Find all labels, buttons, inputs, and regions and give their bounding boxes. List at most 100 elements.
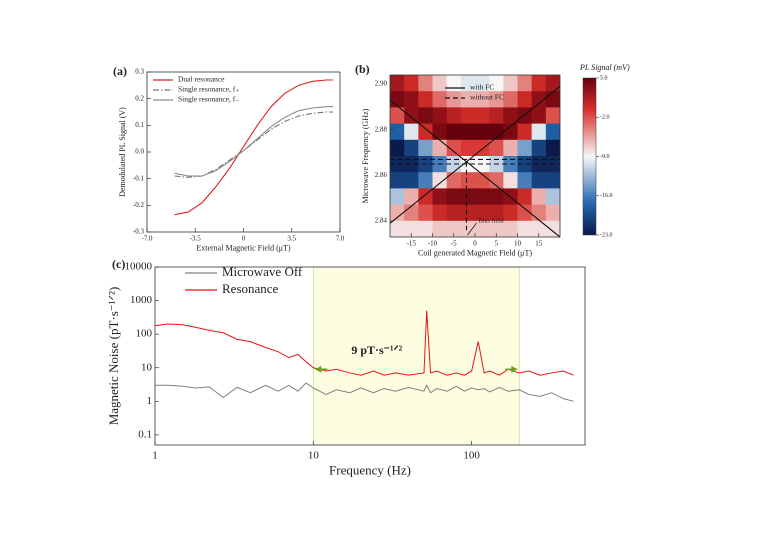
annotation-arrow — [467, 222, 477, 236]
x-tick-label: 100 — [463, 450, 480, 462]
heatmap-cell — [531, 123, 547, 141]
heatmap-cell — [432, 91, 448, 108]
heatmap-cell — [446, 75, 462, 92]
y-tick-label: 100 — [136, 328, 153, 340]
heatmap-cell — [418, 172, 434, 189]
heatmap-cell — [390, 188, 405, 206]
heatmap-cell — [545, 204, 560, 222]
plot-frame — [146, 71, 341, 233]
heatmap-cell — [475, 220, 490, 237]
heatmap-cell — [489, 204, 504, 222]
heatmap-cell — [545, 123, 560, 141]
heatmap-cell — [531, 188, 547, 206]
series-line — [155, 382, 574, 402]
heatmap-cell — [531, 139, 547, 157]
heatmap-cell — [517, 204, 533, 222]
legend-label: Single resonance, f₊ — [178, 85, 239, 94]
x-tick-label: -15 — [407, 240, 417, 248]
heatmap-cell — [390, 172, 405, 189]
x-tick-label: 0 — [242, 235, 246, 243]
x-tick-label: 0 — [473, 240, 477, 248]
heatmap-cell — [489, 188, 504, 206]
heatmap-cell — [475, 75, 490, 92]
y-tick-label: 10 — [141, 361, 153, 373]
heatmap-cell — [446, 107, 462, 125]
y-axis-label: Microwave Frequency (GHz) — [361, 108, 370, 203]
y-tick-label: 0.1 — [138, 428, 152, 440]
heatmap-cell — [432, 123, 448, 141]
heatmap-cell — [390, 220, 405, 237]
y-tick-label: 0.1 — [135, 121, 144, 129]
y-tick-label: 0.0 — [135, 148, 144, 156]
x-tick-label: -10 — [428, 240, 438, 248]
heatmap-cell — [517, 172, 533, 189]
colorbar — [582, 77, 597, 236]
heatmap-cell — [418, 107, 434, 125]
heatmap-cell — [545, 107, 560, 125]
panel-label: (c) — [112, 257, 125, 271]
heatmap-cell — [404, 139, 419, 157]
y-tick-label: 10000 — [125, 261, 153, 273]
heatmap-cell — [503, 123, 519, 141]
heatmap-cell — [517, 139, 533, 157]
heatmap-cell — [531, 172, 547, 189]
heatmap-cell — [390, 156, 405, 173]
y-tick-label: -0.1 — [133, 174, 145, 182]
heatmap-cell — [503, 107, 519, 125]
heatmap-cell — [432, 220, 448, 237]
heatmap-cell — [503, 91, 519, 108]
heatmap-cell — [489, 220, 504, 237]
heatmap-cell — [475, 204, 490, 222]
heatmap-cell — [517, 123, 533, 141]
x-tick-label: -3.5 — [190, 235, 202, 243]
heatmap-cell — [460, 204, 476, 222]
heatmap-cell — [460, 91, 476, 108]
x-tick-label: 15 — [535, 240, 543, 248]
legend-label: Dual resonance — [178, 75, 225, 84]
heatmap-cell — [475, 123, 490, 141]
heatmap-cell — [404, 172, 419, 189]
colorbar-tick-label: -9.0 — [600, 154, 610, 160]
y-tick-label: 0.3 — [135, 68, 144, 76]
panel-label: (a) — [113, 64, 127, 78]
heatmap-cell — [531, 107, 547, 125]
y-tick-label: -0.3 — [133, 228, 145, 236]
legend-label: Resonance — [222, 281, 279, 296]
heatmap-cell — [517, 91, 533, 108]
y-axis-label: Magnetic Noise (pT·s⁻¹ᐟ²) — [106, 287, 121, 426]
heatmap-cell — [503, 139, 519, 157]
heatmap-cell — [432, 204, 448, 222]
heatmap-cell — [404, 91, 419, 108]
colorbar-tick-label: -23.0 — [600, 232, 613, 238]
heatmap-cell — [545, 91, 560, 108]
heatmap-cell — [475, 91, 490, 108]
y-tick-label: 2.86 — [375, 171, 388, 179]
heatmap-cell — [489, 172, 504, 189]
heatmap-cell — [446, 188, 462, 206]
y-axis-label: Demodulated PL Signal (V) — [118, 107, 127, 197]
heatmap-cell — [460, 188, 476, 206]
plot-area — [174, 79, 334, 216]
heatmap-cell — [418, 75, 434, 92]
heatmap-cell — [489, 75, 504, 92]
series-line — [390, 158, 560, 231]
y-tick-label: 2.90 — [375, 80, 388, 88]
series-line — [155, 310, 574, 376]
colorbar-tick-label: -16.0 — [600, 193, 613, 199]
heatmap-cell — [432, 139, 448, 157]
heatmap-cell — [390, 123, 405, 141]
heatmap-cell — [489, 91, 504, 108]
heatmap-cell — [460, 220, 476, 237]
heatmap-cell — [475, 188, 490, 206]
series-line — [390, 85, 560, 237]
heatmap-cell — [390, 204, 405, 222]
heatmap-cell — [404, 188, 419, 206]
heatmap-cell — [418, 139, 434, 157]
legend-label: Single resonance, f₋ — [178, 95, 239, 104]
heatmap-cell — [545, 220, 560, 237]
y-tick-label: 2.84 — [375, 217, 388, 225]
heatmap-cell — [404, 123, 419, 141]
heatmap-cell — [503, 172, 519, 189]
colorbar-tick-label: -2.0 — [600, 115, 610, 121]
